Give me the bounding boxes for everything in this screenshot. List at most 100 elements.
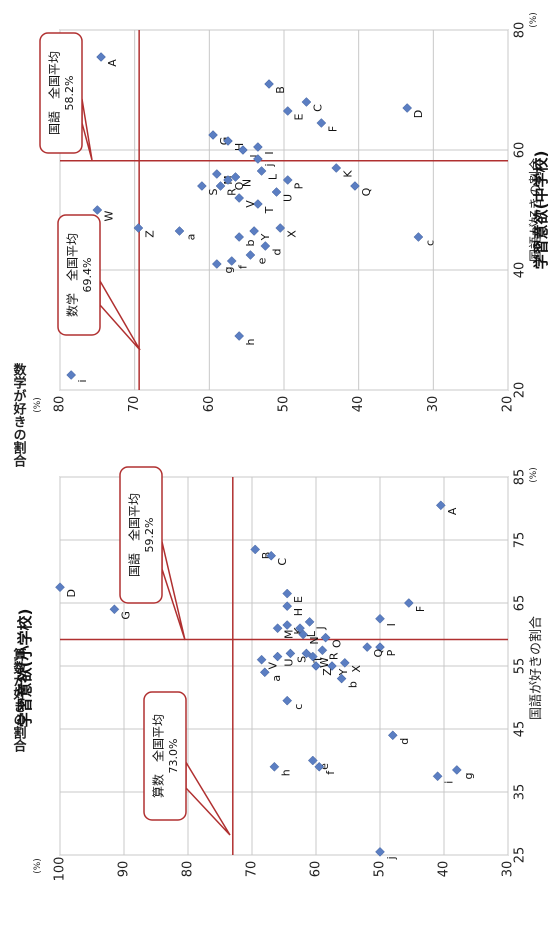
y-axis-label: 数学が好きの割合	[11, 362, 28, 468]
data-point-label: H	[292, 608, 305, 616]
callout-math-average-value: 73.0%	[167, 739, 180, 774]
data-point	[197, 181, 207, 191]
data-point-label: F	[414, 606, 427, 612]
data-point	[275, 223, 286, 233]
data-point-label: K	[341, 170, 354, 178]
data-point	[282, 106, 293, 116]
data-point-label: N	[240, 179, 253, 187]
y-tick-label: 100	[53, 857, 68, 882]
data-point-label: V	[244, 200, 257, 208]
data-point-label: c	[292, 704, 305, 710]
data-point	[226, 256, 237, 266]
data-point-label: Y	[259, 233, 272, 241]
data-point	[269, 761, 280, 772]
data-point-label: O	[233, 181, 246, 190]
y-axis-unit: (%)	[33, 397, 43, 413]
data-point	[301, 648, 312, 659]
data-point-label: T	[263, 206, 276, 214]
x-tick-label: 80	[513, 22, 528, 39]
data-point	[271, 187, 282, 197]
callout-kokugo-average-box	[39, 32, 83, 154]
callout-math-average: 数学 全国平均 69.4%	[57, 214, 141, 351]
data-point	[208, 130, 218, 140]
data-point	[375, 642, 385, 652]
callout-math-average-label: 算数 全国平均	[151, 714, 166, 798]
junior-high-scatter-panel: 20 40 60 80 80 70 60 50 40 30 20 国語が好きの割合 (%) (%) 数学が好…	[11, 12, 551, 468]
x-tick-label: 25	[513, 847, 528, 864]
data-point	[282, 601, 293, 612]
data-point	[317, 645, 328, 656]
data-point	[245, 250, 256, 260]
data-point-label: R	[327, 652, 340, 660]
y-tick-label: 30	[426, 396, 441, 413]
data-point	[234, 193, 245, 203]
callout-kokugo-average: 国語 全国平均 59.2%	[119, 466, 186, 641]
data-point	[282, 175, 293, 185]
y-tick-label: 80	[53, 396, 68, 413]
callout-math-average-value: 69.4%	[81, 258, 94, 293]
data-point-label: C	[276, 558, 289, 566]
data-point-label: Q	[360, 187, 373, 196]
data-point	[253, 199, 263, 209]
callout-kokugo-average-pointer	[161, 541, 186, 641]
data-point-label: H	[233, 143, 246, 151]
x-tick-label: 35	[513, 784, 528, 801]
data-point	[211, 259, 222, 269]
data-point-label: D	[412, 110, 425, 118]
data-point	[451, 765, 462, 775]
y-tick-label: 40	[351, 396, 366, 413]
data-point-label: J	[315, 626, 328, 630]
data-point	[133, 223, 144, 233]
data-point	[238, 145, 248, 155]
data-point-label: Z	[321, 668, 334, 676]
data-point	[66, 370, 77, 380]
y-tick-label: 50	[373, 861, 388, 878]
data-point	[256, 166, 267, 176]
callout-kokugo-average-value: 59.2%	[143, 518, 156, 553]
data-point-label: W	[318, 657, 331, 668]
callout-kokugo-average-value: 58.2%	[63, 76, 76, 111]
data-point-label: L	[267, 173, 280, 180]
y-tick-label: 20	[501, 396, 516, 413]
data-point-label: J	[248, 154, 261, 158]
data-point	[339, 657, 350, 668]
data-point	[304, 617, 315, 627]
data-point	[311, 661, 321, 671]
data-point	[282, 620, 293, 630]
data-point-label: G	[119, 611, 132, 620]
data-point-label: R	[226, 188, 239, 196]
data-point-label: c	[423, 240, 436, 246]
y-tick-label: 70	[127, 396, 142, 413]
callout-math-average-pointer	[99, 278, 141, 351]
data-point-label: S	[295, 656, 308, 663]
data-point-label: a	[184, 234, 197, 241]
data-point-label: Z	[143, 230, 156, 238]
data-point-label: P	[293, 182, 306, 189]
data-point	[295, 623, 305, 634]
data-point-label: M	[283, 629, 296, 639]
y-tick-label: 40	[437, 861, 452, 878]
data-point	[55, 582, 65, 593]
data-point	[223, 175, 233, 185]
elementary-scatter-panel: 25 35 45 55 65 75 85 100 90 80 70 60 50 40 30 国語が好きの割合 (…	[11, 466, 544, 882]
x-tick-label: 40	[513, 262, 528, 279]
x-axis-unit: (%)	[529, 12, 539, 28]
y-tick-label: 50	[277, 396, 292, 413]
callout-kokugo-average-box	[119, 466, 163, 604]
data-point-label: A	[106, 59, 119, 67]
data-point	[435, 500, 446, 511]
data-point	[234, 331, 245, 341]
data-point-label: i	[443, 781, 456, 784]
data-point	[413, 232, 424, 242]
data-point-label: X	[285, 230, 298, 238]
data-point-label: e	[255, 257, 268, 264]
callout-math-average-box	[143, 691, 187, 821]
data-point-label: b	[244, 239, 257, 246]
x-tick-label: 55	[513, 658, 528, 675]
data-point	[350, 181, 360, 191]
data-point	[272, 623, 283, 634]
data-point	[256, 654, 267, 665]
data-point	[432, 771, 443, 782]
data-point	[387, 730, 398, 741]
data-point-label: h	[244, 338, 257, 345]
